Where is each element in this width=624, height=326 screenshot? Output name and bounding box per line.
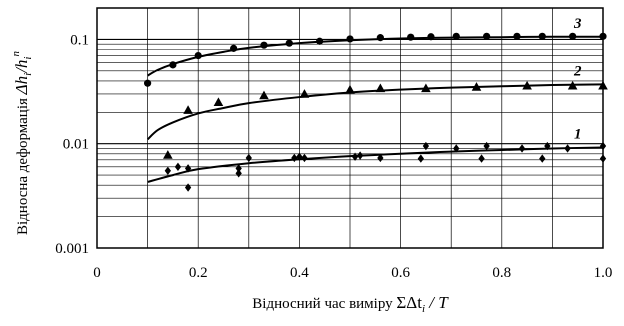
series-1-point — [453, 144, 460, 153]
series-3-point — [285, 39, 293, 47]
y-tick-label: 0.01 — [63, 137, 89, 153]
series-2-point — [259, 90, 269, 100]
series-1-point — [478, 154, 485, 163]
series-2-point — [421, 83, 431, 93]
series-3-point — [346, 35, 354, 43]
series-1-point — [356, 151, 364, 160]
series-3-point — [230, 44, 238, 52]
series-3-point — [538, 32, 546, 40]
y-tick-label: 0.1 — [70, 32, 89, 48]
plot-frame — [96, 7, 604, 249]
series-3-curve — [147, 35, 604, 77]
y-axis-title-sub1: i — [22, 73, 34, 76]
series-1-point — [377, 153, 384, 163]
series-3-point — [194, 51, 202, 60]
series-3-point — [427, 33, 435, 41]
y-axis-title-math: Δh — [12, 76, 31, 95]
x-axis-title-tail: / T — [425, 293, 449, 312]
series-3-point — [569, 32, 577, 40]
series-2-point — [471, 82, 482, 91]
point-layer — [144, 32, 608, 192]
x-tick-label: 1.0 — [594, 265, 613, 281]
series-1-point — [184, 164, 192, 173]
series-2-point — [183, 105, 193, 114]
series-1-curve — [147, 146, 604, 183]
series-1-point — [539, 154, 546, 163]
series-2-point — [522, 80, 532, 90]
x-tick-label: 0.2 — [189, 265, 208, 281]
series-2-point — [375, 83, 386, 93]
series-1-point — [235, 169, 242, 178]
grid-layer — [97, 8, 603, 248]
series-1-point — [235, 164, 242, 173]
series-1-point — [296, 152, 303, 161]
series-1-point — [301, 153, 308, 163]
series-3-point — [513, 32, 521, 40]
y-axis-title: Відносна деформація Δhi/hin — [10, 51, 34, 236]
series-2-point — [213, 97, 224, 107]
x-axis-title: Відносний час виміру ΣΔti / T — [252, 293, 449, 315]
series-1-point — [245, 153, 252, 163]
x-axis-title-math: ΣΔt — [396, 293, 422, 312]
series-3-point — [452, 32, 460, 40]
series-1-point — [164, 166, 171, 175]
series-1-point — [564, 144, 571, 153]
tick-layer: 0.001 0.01 0.1 0 0.2 0.4 0.6 0.8 1.0 — [55, 32, 612, 281]
x-tick-label: 0.4 — [290, 265, 309, 281]
label-layer: 3 2 1 — [573, 16, 582, 143]
y-axis-title-sub2: i — [22, 57, 34, 60]
series-3-point — [316, 37, 324, 45]
series-2-point — [345, 84, 355, 94]
y-tick-label: 0.001 — [55, 241, 89, 257]
series-3-point — [260, 41, 268, 49]
series-1-point — [544, 141, 551, 151]
series-3-point — [169, 61, 177, 69]
y-axis-title-sup: n — [10, 51, 22, 57]
series-1-label: 1 — [574, 126, 582, 142]
x-tick-label: 0.8 — [492, 265, 511, 281]
series-2-point — [299, 89, 310, 98]
series-1-point — [518, 144, 526, 153]
series-1-point — [417, 154, 424, 163]
series-1-point — [184, 183, 192, 192]
series-1-point — [291, 153, 298, 163]
series-2-label: 2 — [573, 63, 582, 79]
series-1-point — [422, 141, 430, 151]
series-3-point — [144, 79, 152, 87]
y-axis-title-text: Відносна деформація — [15, 94, 31, 235]
x-axis-title-sub: i — [422, 303, 425, 315]
series-1-point — [483, 141, 490, 151]
x-tick-label: 0 — [93, 265, 101, 281]
y-axis-title-sep: /h — [12, 60, 31, 74]
series-1-point — [351, 152, 359, 161]
series-2-point — [567, 80, 578, 90]
series-2-curve — [146, 83, 604, 141]
series-3-point — [376, 34, 384, 42]
series-3-point — [483, 32, 491, 40]
x-axis-title-text: Відносний час виміру — [252, 296, 396, 312]
series-extra-point — [163, 150, 173, 159]
series-3-label: 3 — [573, 16, 582, 32]
x-tick-label: 0.6 — [391, 265, 410, 281]
series-3-point — [407, 33, 415, 41]
series-1-point — [174, 162, 182, 172]
